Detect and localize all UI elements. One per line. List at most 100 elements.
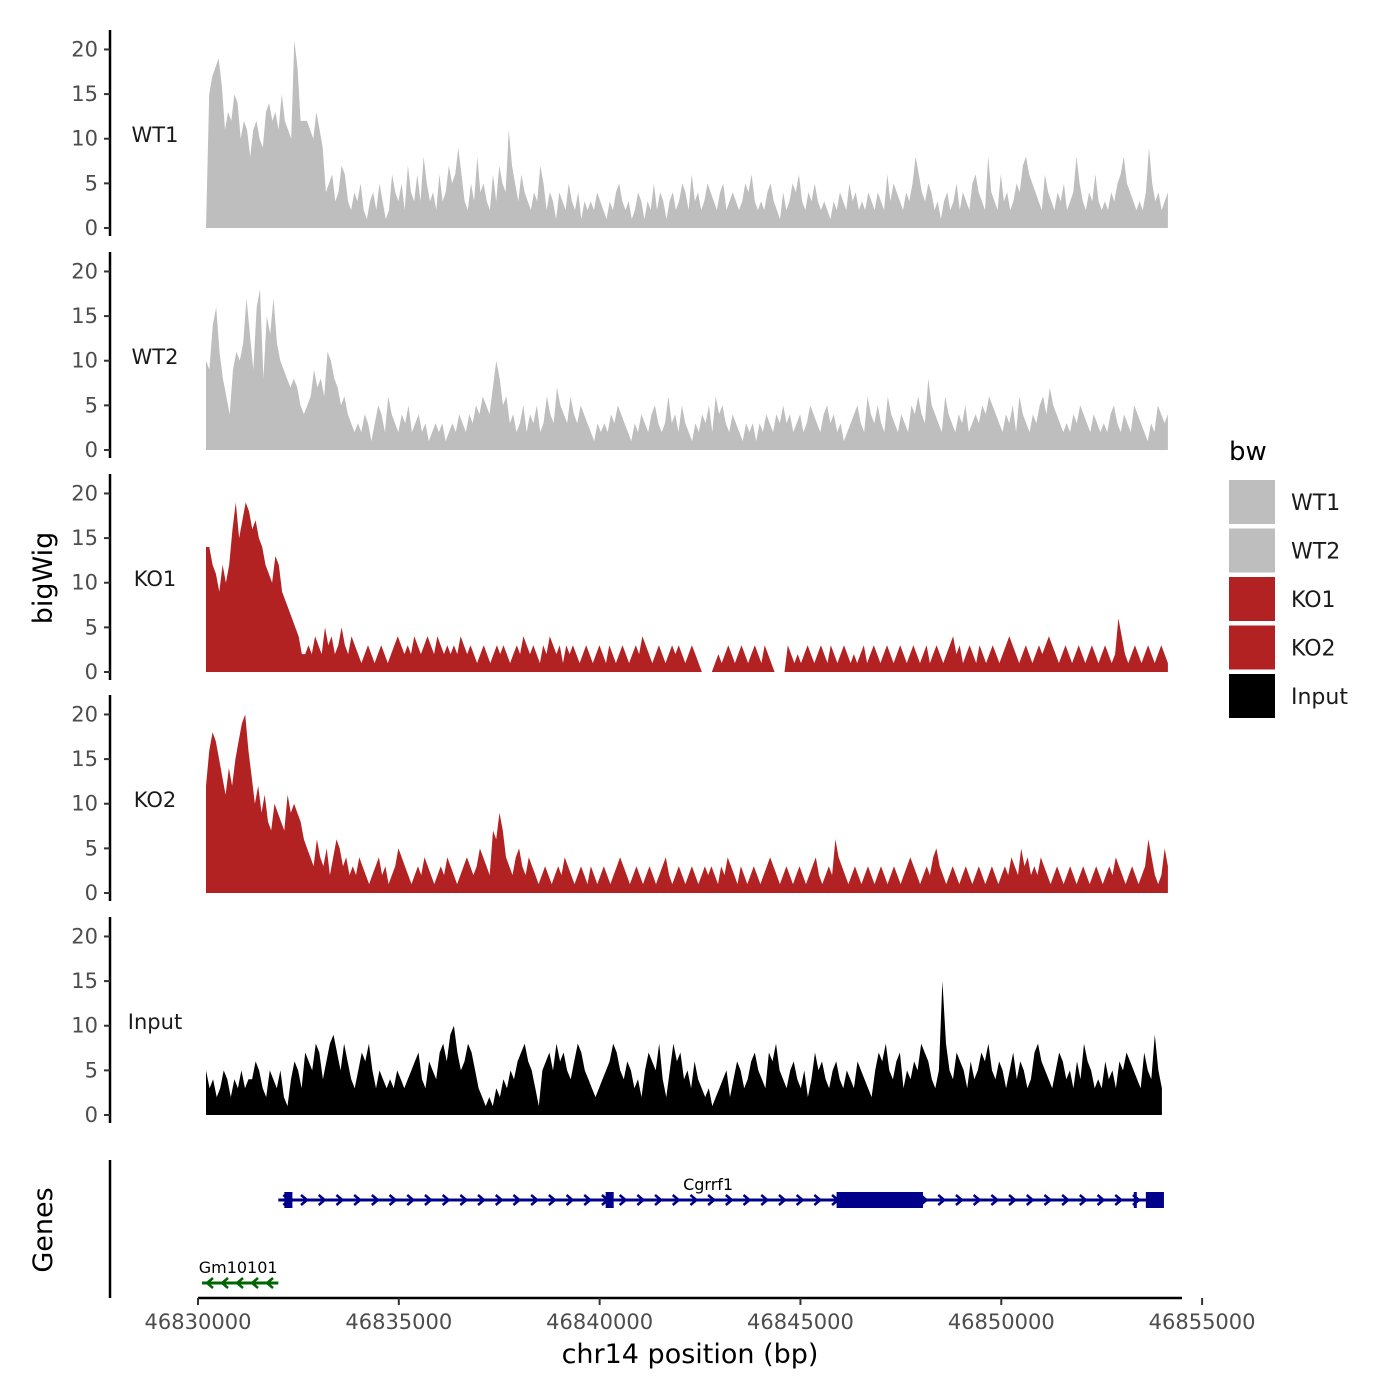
strand-arrow — [1025, 1194, 1035, 1206]
y-tick-label: 0 — [85, 660, 98, 684]
gene-name-label: Cgrrf1 — [683, 1175, 733, 1194]
gene-name-label: Gm10101 — [199, 1258, 278, 1277]
x-tick-label: 46840000 — [546, 1310, 653, 1334]
track-label: KO2 — [134, 788, 177, 812]
legend-entry-wt2: WT2 — [1229, 528, 1340, 573]
signal-area-input — [206, 981, 1162, 1115]
x-tick-label: 46830000 — [145, 1310, 252, 1334]
strand-arrow — [388, 1194, 398, 1206]
gene-exon — [836, 1192, 923, 1208]
y-tick-label: 15 — [71, 969, 98, 993]
legend-label: KO1 — [1291, 588, 1336, 613]
y-tick-label: 20 — [71, 37, 98, 61]
signal-area-ko2 — [206, 714, 1168, 893]
track-label: WT2 — [132, 345, 179, 369]
strand-arrow — [441, 1194, 451, 1206]
legend-swatch — [1229, 480, 1275, 524]
strand-arrow — [583, 1194, 593, 1206]
strand-arrow — [1043, 1194, 1053, 1206]
track-label: Input — [128, 1010, 182, 1034]
track-panels: 0 5 10 15 20 WT1 0 5 10 15 20 WT2 0 5 10 15 20 KO1 0 5 10 15 2… — [71, 30, 1168, 1127]
legend-label: WT2 — [1291, 540, 1340, 565]
strand-arrow — [742, 1194, 752, 1206]
strand-arrow — [725, 1194, 734, 1206]
y-tick-label: 5 — [85, 836, 98, 860]
legend-entry-ko2: KO2 — [1229, 625, 1336, 670]
gene-exon — [1145, 1192, 1164, 1208]
legend-label: WT1 — [1291, 491, 1340, 516]
strand-arrow — [795, 1194, 805, 1206]
strand-arrow — [424, 1194, 433, 1206]
legend-entry-ko1: KO1 — [1229, 577, 1336, 621]
y-tick-label: 10 — [71, 127, 98, 151]
track-panel-ko1: 0 5 10 15 20 KO1 — [71, 474, 1168, 684]
strand-arrow — [1079, 1194, 1088, 1206]
strand-arrow — [1114, 1194, 1124, 1206]
strand-arrow — [235, 1277, 244, 1289]
strand-arrow — [972, 1194, 982, 1206]
gene-gm10101: Gm10101 — [199, 1258, 279, 1289]
strand-arrow — [371, 1194, 380, 1206]
gene-exon — [284, 1192, 293, 1208]
strand-arrow — [813, 1194, 823, 1206]
genes-axis-title: Genes — [28, 1187, 59, 1272]
strand-arrow — [512, 1194, 522, 1206]
strand-arrow — [654, 1194, 663, 1206]
y-tick-label: 15 — [71, 526, 98, 550]
legend-entry-input: Input — [1229, 674, 1348, 718]
strand-arrow — [671, 1194, 681, 1206]
y-tick-label: 5 — [85, 1058, 98, 1082]
legend-entry-wt1: WT1 — [1229, 480, 1340, 524]
legend-label: KO2 — [1291, 637, 1336, 662]
y-tick-label: 5 — [85, 393, 98, 417]
y-tick-label: 0 — [85, 1103, 98, 1127]
legend-swatch — [1229, 577, 1275, 621]
x-axis-title: chr14 position (bp) — [562, 1339, 819, 1370]
strand-arrow — [205, 1277, 214, 1289]
track-label: WT1 — [132, 123, 179, 147]
strand-arrow — [548, 1194, 557, 1206]
strand-arrow — [1096, 1194, 1106, 1206]
gene-exon — [605, 1192, 614, 1208]
y-tick-label: 0 — [85, 216, 98, 240]
y-tick-label: 5 — [85, 171, 98, 195]
y-tick-label: 10 — [71, 1014, 98, 1038]
genes-panel: Cgrrf1 Gm10101 — [108, 1160, 1164, 1298]
track-panel-input: 0 5 10 15 20 Input — [71, 917, 1162, 1127]
strand-arrow — [300, 1194, 309, 1206]
track-label: KO1 — [134, 567, 177, 591]
strand-arrow — [1061, 1194, 1071, 1206]
x-tick-label: 46855000 — [1149, 1310, 1256, 1334]
strand-arrow — [955, 1194, 964, 1206]
strand-arrow — [317, 1194, 327, 1206]
track-panel-ko2: 0 5 10 15 20 KO2 — [71, 695, 1168, 905]
y-axis-title: bigWig — [28, 532, 59, 625]
legend-label: Input — [1291, 685, 1348, 710]
strand-arrow — [778, 1194, 787, 1206]
y-tick-label: 20 — [71, 481, 98, 505]
strand-arrow — [335, 1194, 345, 1206]
x-tick-label: 46850000 — [948, 1310, 1055, 1334]
y-tick-label: 0 — [85, 881, 98, 905]
y-tick-label: 20 — [71, 259, 98, 283]
x-tick-label: 46835000 — [345, 1310, 452, 1334]
strand-arrow — [937, 1194, 947, 1206]
strand-arrow — [689, 1194, 699, 1206]
strand-arrow — [220, 1277, 229, 1289]
strand-arrow — [477, 1194, 486, 1206]
x-axis: 46830000 46835000 46840000 46845000 46850000… — [145, 1296, 1256, 1334]
y-tick-label: 20 — [71, 924, 98, 948]
legend: bw WT1 WT2 KO1 KO2 Input — [1229, 437, 1348, 718]
signal-area-ko1 — [206, 502, 1168, 672]
strand-arrow — [618, 1194, 628, 1206]
y-tick-label: 15 — [71, 304, 98, 328]
x-tick-label: 46845000 — [747, 1310, 854, 1334]
legend-title: bw — [1229, 437, 1267, 467]
y-tick-label: 20 — [71, 702, 98, 726]
strand-arrow — [760, 1194, 770, 1206]
y-tick-label: 5 — [85, 615, 98, 639]
signal-area-wt2 — [206, 289, 1168, 450]
track-panel-wt2: 0 5 10 15 20 WT2 — [71, 252, 1168, 462]
legend-entries: WT1 WT2 KO1 KO2 Input — [1229, 480, 1348, 718]
